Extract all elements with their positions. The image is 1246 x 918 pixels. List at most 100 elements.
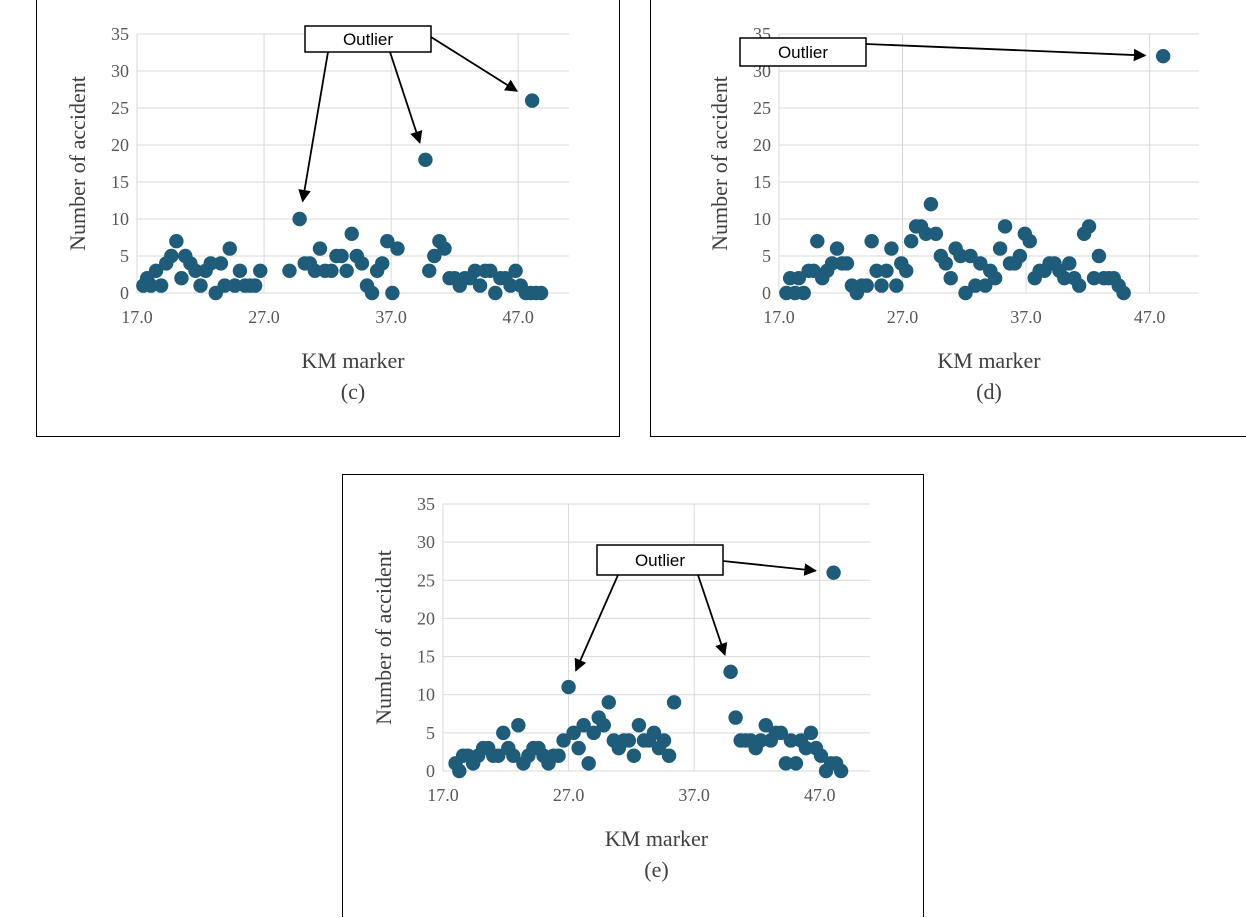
data-point bbox=[1081, 219, 1097, 234]
y-tick-label: 15 bbox=[753, 172, 771, 192]
data-point bbox=[307, 263, 323, 278]
y-tick-label: 25 bbox=[111, 98, 129, 118]
data-point bbox=[232, 263, 248, 278]
data-point bbox=[813, 748, 829, 763]
data-point bbox=[874, 278, 889, 293]
data-point bbox=[339, 263, 354, 278]
data-point bbox=[169, 234, 184, 249]
data-point bbox=[753, 733, 768, 748]
y-tick-label: 10 bbox=[753, 209, 771, 229]
data-point bbox=[601, 695, 616, 710]
data-point bbox=[791, 271, 806, 286]
data-point bbox=[656, 733, 672, 748]
data-point bbox=[773, 725, 789, 741]
data-point bbox=[833, 763, 849, 779]
data-point bbox=[661, 748, 677, 763]
x-tick-label: 27.0 bbox=[887, 307, 919, 327]
outlier-callout-box bbox=[739, 37, 867, 67]
x-tick-label: 17.0 bbox=[121, 307, 153, 327]
data-point bbox=[508, 263, 523, 278]
data-point bbox=[222, 241, 237, 256]
chart-panel-d: 0 5 10 15 20 25 30 35 17.0 27.0 37.0 47.0 KM marker N… bbox=[650, 0, 1246, 437]
x-tick-label: 47.0 bbox=[804, 785, 836, 805]
data-point bbox=[943, 271, 958, 286]
data-point bbox=[626, 748, 642, 763]
data-point bbox=[312, 241, 328, 256]
scatter-chart-c: 0 5 10 15 20 25 30 35 17.0 27.0 37.0 47.0 KM marker N… bbox=[65, 24, 569, 404]
data-point bbox=[483, 263, 498, 278]
data-point bbox=[1116, 285, 1131, 301]
data-point bbox=[646, 725, 662, 741]
x-tick-label: 37.0 bbox=[375, 307, 407, 327]
data-point bbox=[452, 763, 467, 779]
data-point bbox=[561, 679, 576, 695]
data-point bbox=[174, 271, 189, 286]
data-point bbox=[153, 278, 169, 293]
data-point bbox=[889, 278, 904, 293]
data-point bbox=[859, 278, 874, 293]
y-tick-label: 25 bbox=[417, 570, 435, 590]
data-point bbox=[364, 285, 380, 301]
data-point bbox=[987, 271, 1003, 286]
data-point bbox=[978, 278, 993, 293]
panel-caption: (c) bbox=[341, 379, 365, 404]
data-point bbox=[533, 285, 549, 301]
data-point bbox=[864, 234, 879, 249]
outlier-arrow bbox=[389, 51, 423, 144]
x-axis-title: KM marker bbox=[605, 826, 709, 851]
data-point bbox=[467, 263, 483, 278]
data-point bbox=[511, 718, 526, 733]
data-point bbox=[788, 756, 804, 771]
data-point bbox=[1022, 234, 1037, 249]
data-point bbox=[723, 664, 738, 680]
data-point bbox=[380, 234, 395, 249]
data-point bbox=[437, 241, 452, 256]
x-tick-label: 47.0 bbox=[502, 307, 534, 327]
y-tick-label: 20 bbox=[753, 135, 771, 155]
y-tick-label: 5 bbox=[426, 723, 435, 743]
data-point bbox=[884, 241, 899, 256]
x-axis-title: KM marker bbox=[937, 348, 1041, 373]
x-tick-label: 37.0 bbox=[1010, 307, 1042, 327]
x-axis-title: KM marker bbox=[301, 348, 405, 373]
y-tick-label: 5 bbox=[120, 246, 129, 266]
data-point bbox=[506, 748, 521, 763]
outlier-callout-box bbox=[304, 25, 432, 53]
panel-caption: (e) bbox=[644, 857, 668, 882]
y-tick-label: 10 bbox=[417, 685, 435, 705]
y-tick-label: 20 bbox=[111, 135, 129, 155]
data-point bbox=[282, 263, 297, 278]
y-axis-title: Number of accident bbox=[65, 76, 90, 251]
data-point bbox=[292, 211, 307, 227]
y-tick-label: 0 bbox=[426, 761, 435, 781]
data-point bbox=[1091, 248, 1107, 264]
data-point bbox=[247, 278, 263, 293]
data-point bbox=[354, 256, 370, 271]
data-point bbox=[213, 256, 229, 271]
x-tick-label: 17.0 bbox=[427, 785, 459, 805]
data-point bbox=[778, 756, 794, 771]
data-point bbox=[918, 226, 934, 241]
data-point bbox=[1062, 256, 1077, 271]
y-tick-label: 10 bbox=[111, 209, 129, 229]
data-point bbox=[1057, 271, 1072, 286]
data-point bbox=[472, 278, 488, 293]
data-point bbox=[928, 226, 944, 241]
y-tick-label: 0 bbox=[762, 283, 771, 303]
chart-panel-c: 0 5 10 15 20 25 30 35 17.0 27.0 37.0 47.0 KM marker N… bbox=[36, 0, 620, 437]
y-axis-title: Number of accident bbox=[371, 550, 396, 725]
data-point bbox=[488, 285, 503, 301]
y-tick-label: 35 bbox=[417, 494, 435, 514]
outlier-callout-label: Outlier bbox=[635, 551, 685, 570]
y-tick-label: 15 bbox=[111, 172, 129, 192]
data-point bbox=[1155, 49, 1171, 64]
data-point bbox=[503, 278, 518, 293]
y-tick-label: 35 bbox=[111, 24, 129, 44]
data-point bbox=[556, 733, 571, 748]
y-tick-label: 5 bbox=[762, 246, 771, 266]
data-point bbox=[796, 285, 811, 301]
data-point bbox=[992, 241, 1008, 256]
outlier-arrow bbox=[865, 43, 1147, 62]
data-point bbox=[631, 718, 647, 733]
